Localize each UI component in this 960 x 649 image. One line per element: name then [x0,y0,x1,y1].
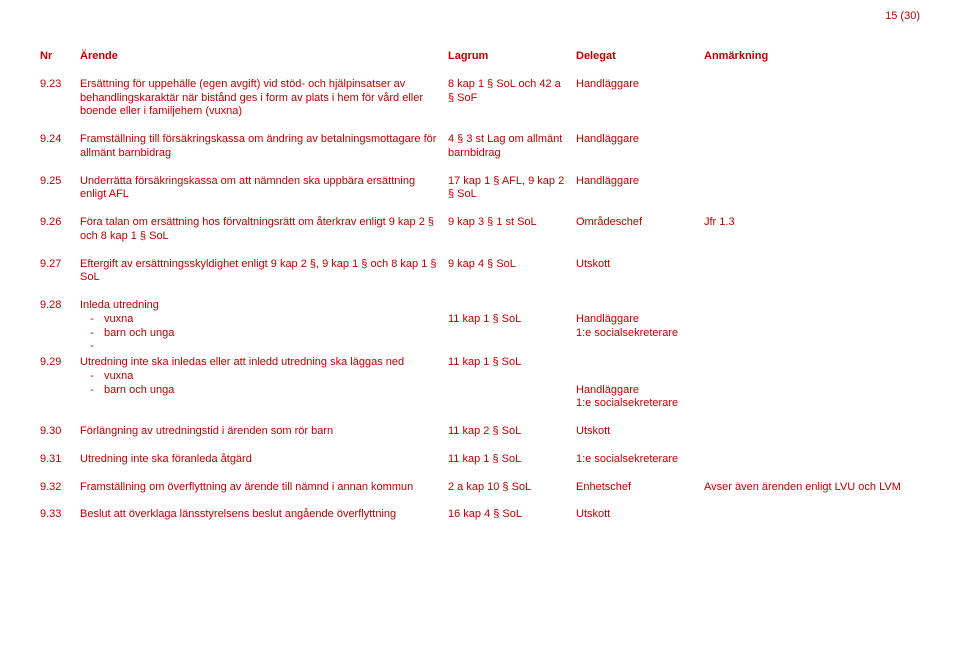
cell-desc: Förlängning av utredningstid i ärenden s… [80,425,448,439]
cell-desc: Ersättning för uppehälle (egen avgift) v… [80,78,448,119]
cell-del: Handläggare 1:e socialsekreterare [576,356,704,411]
cell-desc: Framställning till försäkringskassa om ä… [80,133,448,161]
cell-nr: 9.32 [40,481,80,495]
cell-desc: Utredning inte ska föranleda åtgärd [80,453,448,467]
cell-law: 9 kap 4 § SoL [448,258,576,272]
law-blank [448,299,568,313]
cell-del: Utskott [576,425,704,439]
page-number: 15 (30) [885,10,920,24]
desc-sub: barn och unga [104,327,440,341]
table-row: 9.29 Utredning inte ska inledas eller at… [40,356,920,411]
del-line: Handläggare [576,313,696,327]
cell-nr: 9.28 [40,299,80,313]
cell-law: 11 kap 2 § SoL [448,425,576,439]
cell-desc: Inleda utredning - vuxna - barn och unga… [80,299,448,354]
cell-desc: Beslut att överklaga länsstyrelsens besl… [80,508,448,522]
header-law: Lagrum [448,50,576,64]
cell-law: 17 kap 1 § AFL, 9 kap 2 § SoL [448,175,576,203]
header-delegate: Delegat [576,50,704,64]
table-row: 9.31 Utredning inte ska föranleda åtgärd… [40,453,920,467]
header-nr: Nr [40,50,80,64]
table-row: 9.25 Underrätta försäkringskassa om att … [40,175,920,203]
table-row: 9.33 Beslut att överklaga länsstyrelsens… [40,508,920,522]
cell-del: Enhetschef [576,481,704,495]
desc-sub [104,340,440,354]
cell-nr: 9.24 [40,133,80,147]
cell-nr: 9.33 [40,508,80,522]
del-blank [576,299,696,313]
table-row: 9.24 Framställning till försäkringskassa… [40,133,920,161]
cell-del: Handläggare 1:e socialsekreterare [576,299,704,340]
desc-sub: barn och unga [104,384,440,398]
cell-del: Handläggare [576,133,704,147]
cell-nr: 9.26 [40,216,80,230]
cell-nr: 9.30 [40,425,80,439]
del-blank [576,370,696,384]
desc-sub: vuxna [104,313,440,327]
cell-nr: 9.31 [40,453,80,467]
table-row: 9.30 Förlängning av utredningstid i ären… [40,425,920,439]
del-line: 1:e socialsekreterare [576,327,696,341]
table-row: 9.23 Ersättning för uppehälle (egen avgi… [40,78,920,119]
table-row: 9.26 Föra talan om ersättning hos förval… [40,216,920,244]
cell-desc: Framställning om överflyttning av ärende… [80,481,448,495]
cell-law: 11 kap 1 § SoL [448,299,576,327]
cell-law: 8 kap 1 § SoL och 42 a § SoF [448,78,576,106]
table-header: Nr Ärende Lagrum Delegat Anmärkning [40,50,920,64]
cell-law: 11 kap 1 § SoL [448,356,576,370]
dash-icon: - [80,370,104,384]
cell-note: Jfr 1.3 [704,216,920,230]
cell-del: Utskott [576,258,704,272]
cell-desc: Utredning inte ska inledas eller att inl… [80,356,448,397]
cell-del: Utskott [576,508,704,522]
desc-sub: vuxna [104,370,440,384]
cell-nr: 9.23 [40,78,80,92]
dash-icon: - [80,340,104,354]
law-line: 11 kap 1 § SoL [448,313,568,327]
cell-law: 4 § 3 st Lag om allmänt barnbidrag [448,133,576,161]
desc-main: Inleda utredning [80,299,440,313]
cell-del: Områdeschef [576,216,704,230]
cell-desc: Eftergift av ersättningsskyldighet enlig… [80,258,448,286]
cell-note: Avser även ärenden enligt LVU och LVM [704,481,920,495]
dash-icon: - [80,384,104,398]
cell-desc: Underrätta försäkringskassa om att nämnd… [80,175,448,203]
table-row: 9.32 Framställning om överflyttning av ä… [40,481,920,495]
desc-main: Utredning inte ska inledas eller att inl… [80,356,440,370]
cell-del: Handläggare [576,175,704,189]
cell-desc: Föra talan om ersättning hos förvaltning… [80,216,448,244]
cell-law: 11 kap 1 § SoL [448,453,576,467]
law-line: 11 kap 1 § SoL [448,356,568,370]
del-line: 1:e socialsekreterare [576,397,696,411]
cell-del: Handläggare [576,78,704,92]
dash-icon: - [80,313,104,327]
cell-law: 9 kap 3 § 1 st SoL [448,216,576,230]
cell-nr: 9.29 [40,356,80,370]
cell-law: 2 a kap 10 § SoL [448,481,576,495]
cell-law: 16 kap 4 § SoL [448,508,576,522]
cell-nr: 9.25 [40,175,80,189]
table-row: 9.28 Inleda utredning - vuxna - barn och… [40,299,920,354]
del-blank [576,356,696,370]
cell-del: 1:e socialsekreterare [576,453,704,467]
cell-nr: 9.27 [40,258,80,272]
header-note: Anmärkning [704,50,920,64]
del-line: Handläggare [576,384,696,398]
table-row: 9.27 Eftergift av ersättningsskyldighet … [40,258,920,286]
document-page: 15 (30) Nr Ärende Lagrum Delegat Anmärkn… [0,0,960,649]
dash-icon: - [80,327,104,341]
header-desc: Ärende [80,50,448,64]
